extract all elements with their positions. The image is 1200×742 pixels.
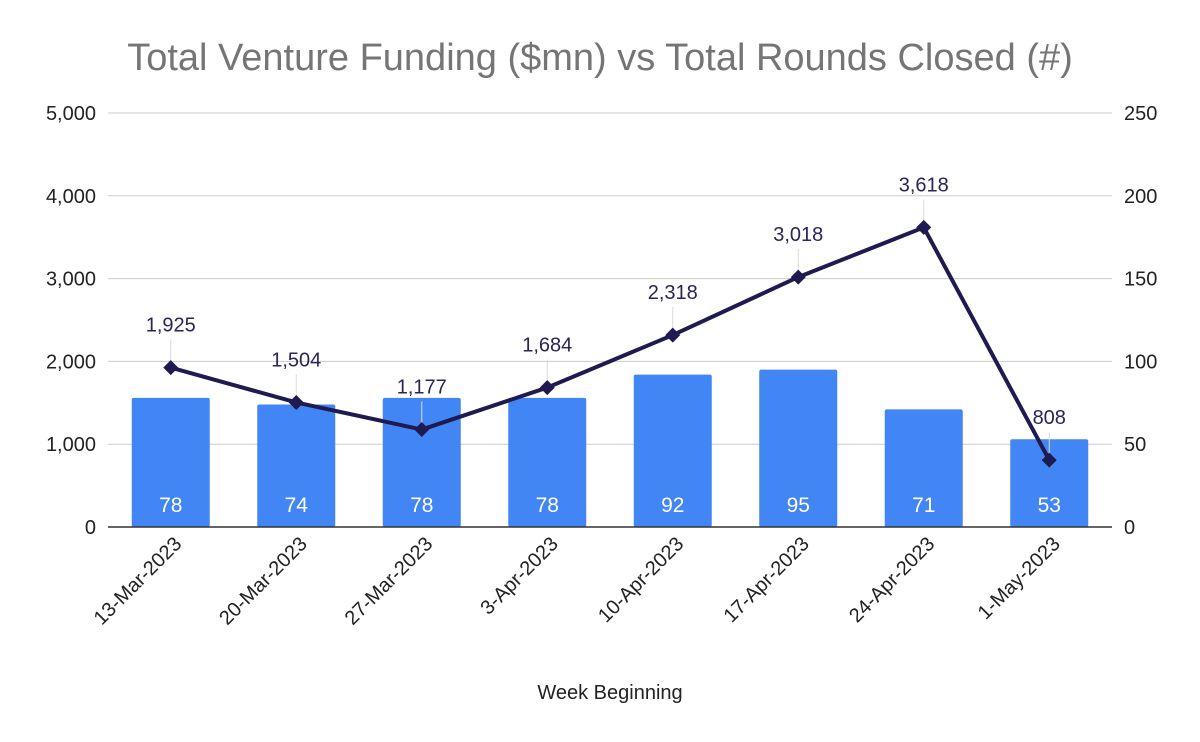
bar <box>257 404 336 527</box>
right-axis-ticks: 0 50 100 150 200 250 <box>1124 103 1157 539</box>
line-data-label: 1,684 <box>522 335 572 357</box>
x-tick-label: 10-Apr-2023 <box>594 533 688 627</box>
line-data-label: 1,504 <box>271 349 321 371</box>
line-point <box>414 422 430 438</box>
right-tick-label: 50 <box>1124 434 1146 456</box>
chart-title: Total Venture Funding ($mn) vs Total Rou… <box>127 37 1073 79</box>
bar-data-label: 78 <box>410 494 433 517</box>
line-data-label: 1,177 <box>397 377 447 399</box>
line-point <box>916 219 932 235</box>
x-tick-label: 17-Apr-2023 <box>720 533 814 627</box>
x-tick-label: 20-Mar-2023 <box>215 533 312 630</box>
line-point <box>288 394 304 410</box>
line-series: 1,925 1,504 1,177 1,684 2,318 3,018 3,618 808 <box>146 174 1066 468</box>
line-data-label: 3,618 <box>899 174 949 196</box>
right-tick-label: 200 <box>1124 186 1157 208</box>
bar <box>1010 439 1089 527</box>
bar-data-label: 78 <box>159 494 182 517</box>
x-tick-label: 1-May-2023 <box>974 533 1065 624</box>
right-tick-label: 100 <box>1124 351 1157 373</box>
left-tick-label: 4,000 <box>46 186 96 208</box>
left-axis-ticks: 0 1,000 2,000 3,000 4,000 5,000 <box>46 103 96 539</box>
bar-series: 78 74 78 78 92 95 71 53 <box>131 369 1089 527</box>
line-point <box>665 327 681 343</box>
bar <box>884 409 963 527</box>
x-axis-ticks: 13-Mar-2023 20-Mar-2023 27-Mar-2023 3-Apr-2… <box>90 533 1065 630</box>
funding-line <box>170 225 1052 462</box>
bar-data-label: 95 <box>787 494 810 517</box>
x-axis-label: Week Beginning <box>537 682 682 704</box>
left-tick-label: 3,000 <box>46 269 96 291</box>
line-data-label: 2,318 <box>648 282 698 304</box>
bar-data-label: 92 <box>661 494 684 517</box>
bar-data-label: 74 <box>285 494 309 517</box>
left-tick-label: 5,000 <box>46 103 96 125</box>
line-point <box>539 380 555 396</box>
bar-data-label: 53 <box>1038 494 1061 517</box>
x-tick-label: 3-Apr-2023 <box>476 533 562 619</box>
line-data-label: 808 <box>1033 407 1066 429</box>
right-tick-label: 250 <box>1124 103 1157 125</box>
line-data-label: 3,018 <box>773 224 823 246</box>
left-tick-label: 2,000 <box>46 351 96 373</box>
bar <box>633 374 712 527</box>
x-tick-label: 13-Mar-2023 <box>90 533 187 630</box>
x-tick-label: 27-Mar-2023 <box>341 533 438 630</box>
right-tick-label: 0 <box>1124 517 1135 539</box>
bar-data-label: 71 <box>912 494 935 517</box>
bar <box>759 369 838 527</box>
line-point <box>1041 452 1057 468</box>
left-tick-label: 0 <box>85 517 96 539</box>
bar <box>508 397 587 527</box>
bar-data-label: 78 <box>536 494 559 517</box>
line-point <box>790 269 806 285</box>
bar <box>131 397 210 527</box>
line-point <box>163 360 179 376</box>
line-data-label: 1,925 <box>146 315 196 337</box>
x-tick-label: 24-Apr-2023 <box>845 533 939 627</box>
gridlines <box>108 112 1112 445</box>
bar <box>382 397 461 527</box>
left-tick-label: 1,000 <box>46 434 96 456</box>
right-tick-label: 150 <box>1124 269 1157 291</box>
